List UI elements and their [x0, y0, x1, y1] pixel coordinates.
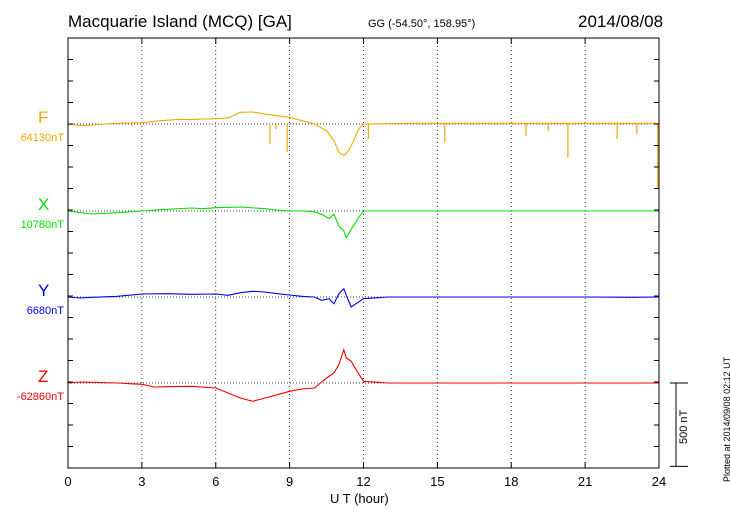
station-coordinates: GG (-54.50°, 158.95°) [368, 18, 476, 30]
channel-name-f: F [38, 108, 49, 127]
grid-layer [141, 38, 586, 468]
series-line-z [67, 347, 659, 402]
x-tick-label: 15 [430, 474, 445, 489]
x-tick-label: 21 [577, 474, 593, 489]
x-tick-label: 24 [651, 474, 667, 489]
channel-baseline-f: 64130nT [20, 132, 64, 144]
plotted-timestamp: Plotted at 2014/09/08 02:12 UT [722, 356, 730, 482]
x-tick-label: 0 [64, 474, 72, 489]
series-layer [67, 111, 660, 402]
x-tick-label: 18 [504, 474, 519, 489]
channel-name-z: Z [38, 367, 49, 386]
scale-bar-label: 500 nT [678, 409, 690, 444]
tick-layer [67, 38, 660, 468]
chart-title: Macquarie Island (MCQ) [GA] [68, 12, 292, 31]
series-line-x [67, 206, 659, 239]
channel-name-x: X [38, 195, 50, 214]
series-line-y [67, 287, 660, 308]
x-tick-label: 3 [138, 474, 146, 489]
scale-bar [670, 382, 688, 467]
x-tick-label: 9 [286, 474, 294, 489]
channel-baseline-y: 6680nT [26, 305, 64, 317]
channel-baseline-z: -62860nT [16, 391, 64, 403]
x-tick-label: 12 [356, 474, 371, 489]
chart-date: 2014/08/08 [578, 12, 664, 31]
x-tick-label: 6 [212, 474, 220, 489]
channel-baseline-x: 10780nT [20, 219, 64, 231]
channel-name-y: Y [38, 281, 50, 300]
series-line-f [67, 111, 660, 157]
x-axis-label: U T (hour) [330, 491, 389, 506]
